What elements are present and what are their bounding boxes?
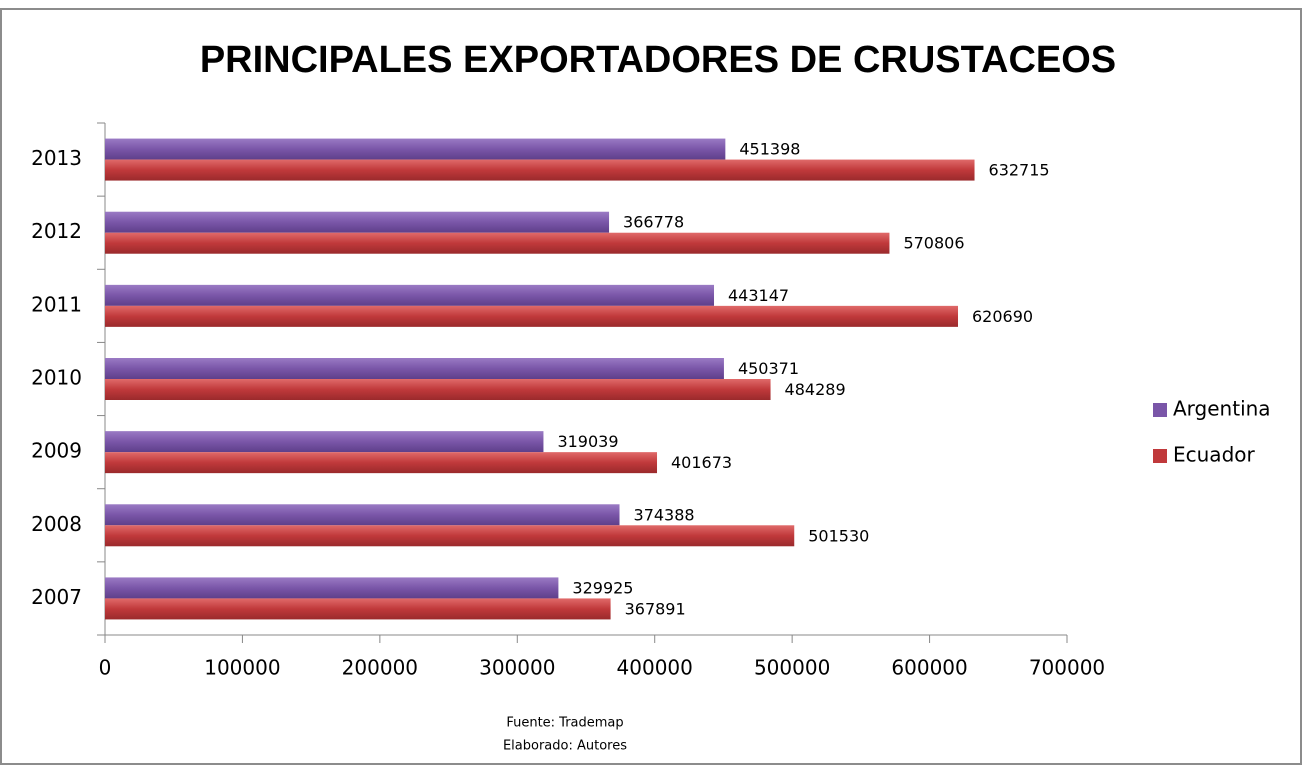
- data-label: 319039: [557, 432, 618, 451]
- bar: [105, 358, 724, 379]
- x-tick-label: 600000: [891, 656, 967, 680]
- data-label: 366778: [623, 213, 684, 232]
- data-label: 443147: [728, 286, 789, 305]
- legend-label: Ecuador: [1173, 443, 1255, 467]
- data-label: 501530: [808, 526, 869, 545]
- bar: [105, 232, 890, 254]
- bar: [105, 431, 544, 453]
- data-label: 451398: [739, 140, 800, 159]
- y-tick-label: 2009: [31, 439, 82, 463]
- legend-swatch: [1153, 449, 1167, 463]
- data-label: 374388: [634, 505, 695, 524]
- bar: [105, 138, 726, 160]
- bar: [105, 598, 611, 620]
- data-label: 632715: [989, 161, 1050, 180]
- y-tick-label: 2012: [31, 219, 82, 243]
- chart-title: PRINCIPALES EXPORTADORES DE CRUSTACEOS: [200, 39, 1116, 81]
- bar: [105, 504, 620, 526]
- bar: [105, 284, 715, 306]
- legend-swatch: [1153, 403, 1167, 417]
- x-tick-label: 400000: [617, 656, 693, 680]
- data-label: 484289: [785, 380, 846, 399]
- data-label: 450371: [738, 359, 799, 378]
- y-tick-label: 2011: [31, 292, 82, 316]
- x-tick-label: 200000: [342, 656, 418, 680]
- y-tick-label: 2007: [31, 585, 82, 609]
- y-tick-label: 2008: [31, 512, 82, 536]
- x-tick-label: 700000: [1029, 656, 1105, 680]
- bar: [105, 211, 610, 233]
- y-tick-label: 2013: [31, 146, 82, 170]
- y-tick-label: 2010: [31, 366, 82, 390]
- bar: [105, 159, 975, 181]
- bar: [105, 379, 771, 400]
- data-label: 329925: [572, 578, 633, 597]
- data-label: 570806: [903, 234, 964, 253]
- x-tick-label: 100000: [204, 656, 280, 680]
- x-tick-label: 0: [99, 656, 112, 680]
- x-tick-label: 300000: [479, 656, 555, 680]
- bar: [105, 305, 959, 327]
- data-label: 367891: [625, 599, 686, 618]
- bar: [105, 577, 559, 599]
- bar: [105, 452, 658, 474]
- x-tick-label: 500000: [754, 656, 830, 680]
- bar: [105, 525, 795, 547]
- source-note: Fuente: Trademap: [506, 716, 623, 731]
- credit-note: Elaborado: Autores: [503, 739, 627, 754]
- data-label: 401673: [671, 453, 732, 472]
- legend-label: Argentina: [1173, 397, 1271, 421]
- data-label: 620690: [972, 307, 1033, 326]
